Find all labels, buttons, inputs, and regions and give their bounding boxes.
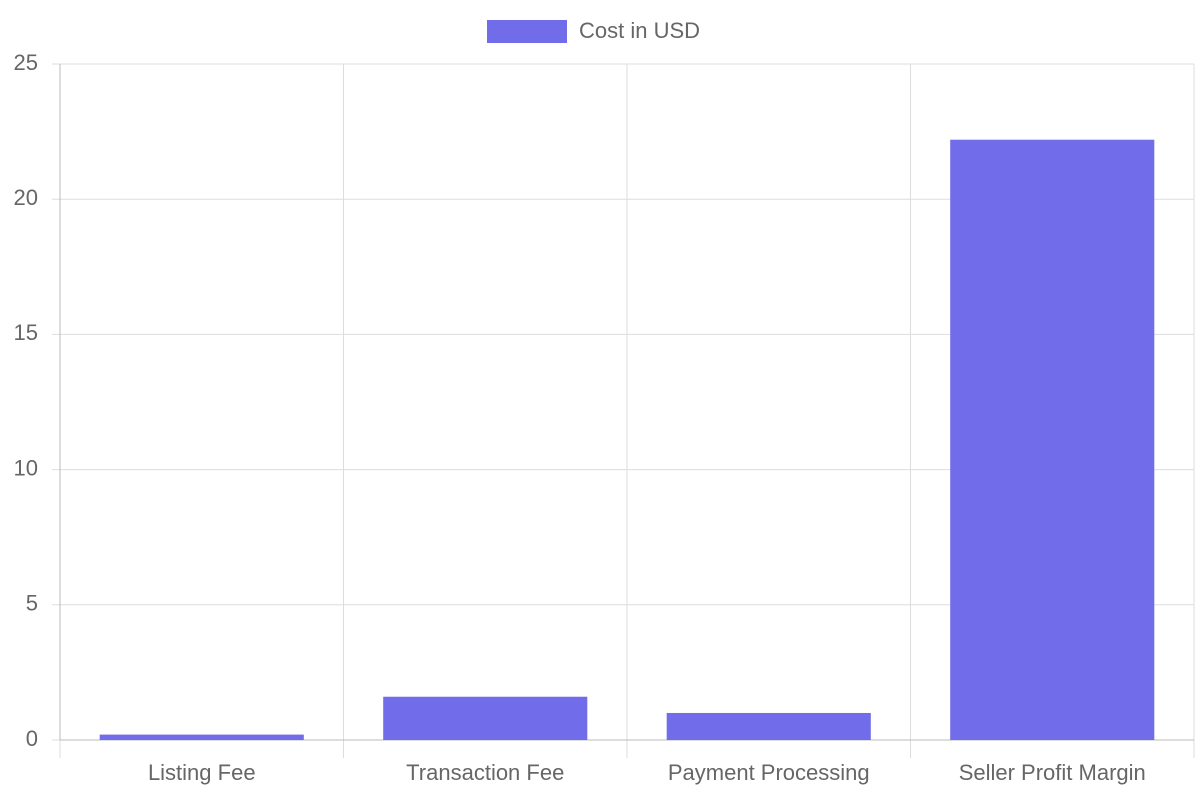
y-tick-label: 10	[14, 455, 38, 480]
legend-swatch	[487, 20, 567, 43]
y-tick-label: 20	[14, 185, 38, 210]
x-tick-label: Seller Profit Margin	[959, 760, 1146, 785]
bar	[950, 139, 1155, 740]
bar	[99, 734, 304, 740]
x-tick-label: Listing Fee	[148, 760, 256, 785]
y-tick-label: 25	[14, 50, 38, 75]
legend-label: Cost in USD	[579, 18, 700, 43]
bar	[383, 696, 588, 740]
x-tick-label: Transaction Fee	[406, 760, 564, 785]
y-tick-label: 15	[14, 320, 38, 345]
y-tick-label: 5	[26, 591, 38, 616]
x-tick-label: Payment Processing	[668, 760, 870, 785]
bar	[666, 712, 871, 740]
y-tick-label: 0	[26, 726, 38, 751]
